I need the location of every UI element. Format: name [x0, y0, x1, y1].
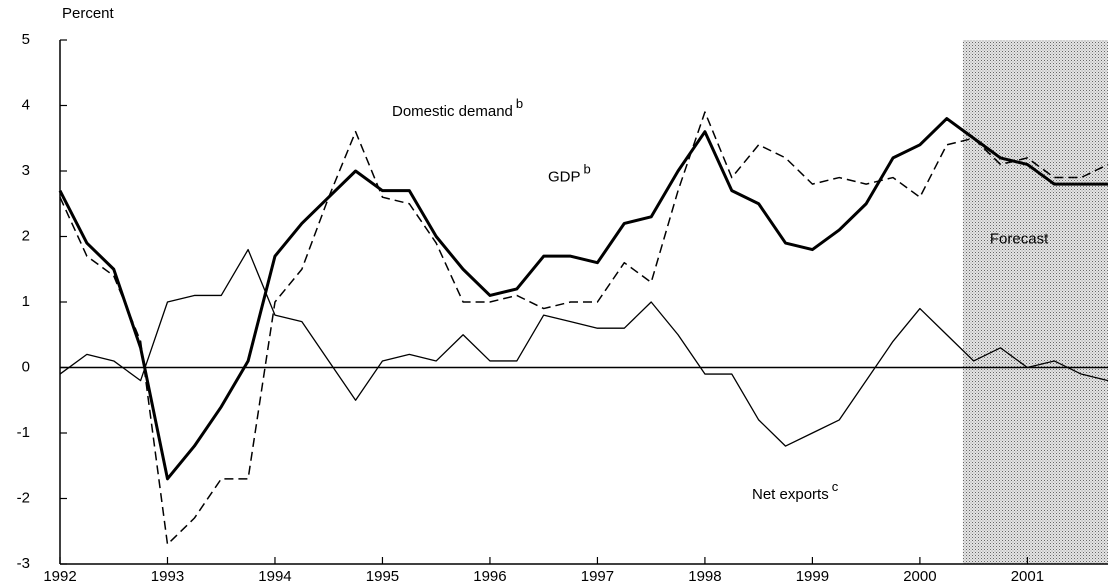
- y-tick-label: 3: [22, 162, 30, 179]
- y-tick-label: -3: [17, 555, 30, 572]
- series-line: [59, 248, 1109, 447]
- x-tick-label: 1996: [473, 568, 506, 585]
- x-tick-label: 2000: [903, 568, 936, 585]
- series-name: GDP: [548, 169, 581, 186]
- series-name: Domestic demand: [392, 103, 513, 120]
- x-tick-label: 1999: [796, 568, 829, 585]
- y-tick-label: 4: [22, 96, 30, 113]
- x-tick-label: 2001: [1011, 568, 1044, 585]
- series-label: Net exports c: [752, 480, 839, 504]
- series-superscript: b: [516, 96, 523, 111]
- x-tick-label: 1993: [151, 568, 184, 585]
- forecast-region: [962, 40, 1108, 564]
- y-tick-label: 1: [22, 293, 30, 310]
- y-tick-label: -2: [17, 489, 30, 506]
- series-line: [59, 111, 1109, 546]
- y-tick-label: 0: [22, 358, 30, 375]
- x-tick-label: 1997: [581, 568, 614, 585]
- x-tick-label: 1998: [688, 568, 721, 585]
- forecast-label: Forecast: [990, 231, 1049, 248]
- series-name: Net exports: [752, 486, 829, 503]
- x-tick-label: 1992: [43, 568, 76, 585]
- series-superscript: c: [832, 480, 839, 495]
- x-tick-label: 1994: [258, 568, 291, 585]
- y-tick-label: -1: [17, 424, 30, 441]
- y-tick-label: 2: [22, 227, 30, 244]
- series-label: GDP b: [548, 162, 591, 186]
- y-axis-label: Percent: [62, 5, 115, 22]
- series-label: Domestic demand b: [392, 96, 523, 120]
- series-line: [58, 117, 1108, 481]
- x-tick-label: 1995: [366, 568, 399, 585]
- series-superscript: b: [584, 162, 591, 177]
- y-tick-label: 5: [22, 31, 30, 48]
